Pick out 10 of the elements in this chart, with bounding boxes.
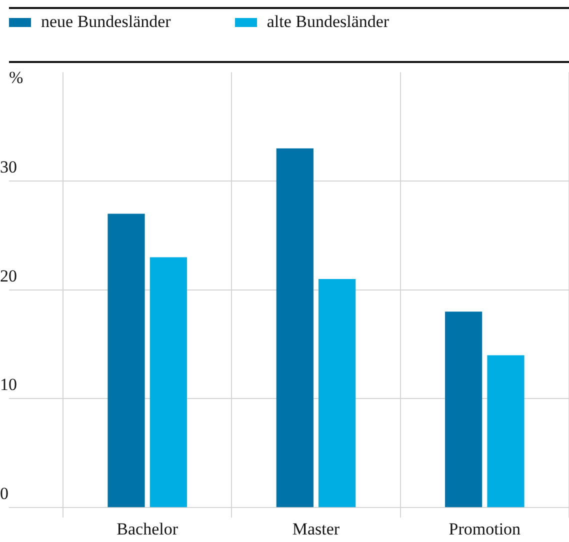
y-tick-label: 30 <box>0 158 17 177</box>
y-tick-label: 0 <box>0 484 8 504</box>
y-tick-label: 10 <box>0 375 17 394</box>
legend-label: alte Bundesländer <box>266 12 390 32</box>
y-axis-title: % <box>9 68 24 88</box>
legend-label: neue Bundesländer <box>41 12 171 32</box>
y-tick-label: 20 <box>0 266 17 286</box>
x-tick-label: Master <box>292 519 340 538</box>
x-tick-label: Promotion <box>448 519 522 538</box>
x-tick-label: Bachelor <box>116 519 178 538</box>
